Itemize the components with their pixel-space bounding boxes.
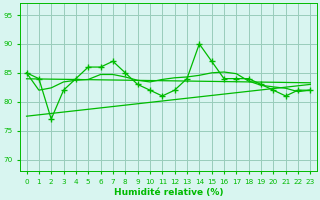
X-axis label: Humidité relative (%): Humidité relative (%) xyxy=(114,188,223,197)
